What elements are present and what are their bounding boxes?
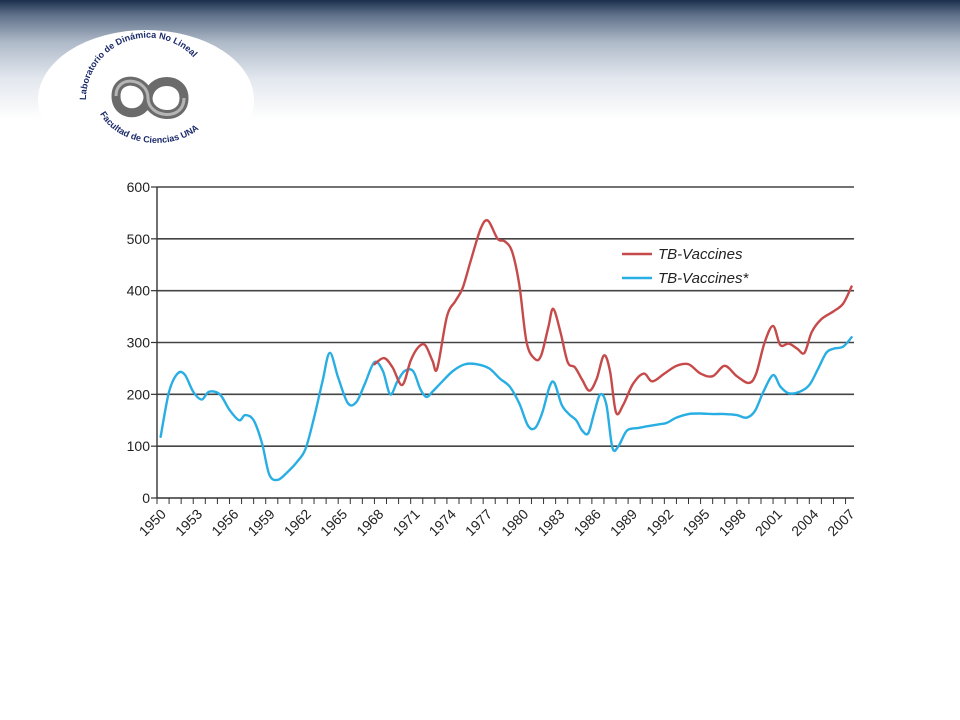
lab-logo: Laboratorio de Dinámica No Lineal Facult… bbox=[34, 10, 254, 170]
x-tick-label: 1950 bbox=[136, 506, 169, 539]
x-tick-label: 1989 bbox=[607, 506, 640, 539]
x-tick-label: 1959 bbox=[244, 506, 277, 539]
x-tick-label: 1971 bbox=[389, 506, 422, 539]
legend-label: TB-Vaccines bbox=[658, 246, 743, 263]
x-tick-label: 1992 bbox=[643, 506, 676, 539]
x-tick-label: 2007 bbox=[824, 506, 857, 539]
x-tick-labels: 1950 1953 1956 1959 1962 1965 1968 1971 1974 1977… bbox=[136, 506, 858, 539]
x-tick-label: 1977 bbox=[462, 506, 495, 539]
x-tick-label: 1983 bbox=[534, 506, 567, 539]
series-lines bbox=[159, 219, 853, 482]
y-tick-labels: 0 100 200 300 400 500 600 bbox=[127, 179, 151, 506]
legend-label: TB-Vaccines* bbox=[658, 270, 749, 287]
series-line-tb-vaccines bbox=[159, 336, 853, 482]
x-tick-label: 1965 bbox=[317, 506, 350, 539]
y-tick-label: 400 bbox=[127, 283, 151, 299]
x-tick-label: 1974 bbox=[426, 506, 459, 539]
legend: TB-Vaccines TB-Vaccines* bbox=[622, 246, 749, 287]
y-tick-label: 200 bbox=[127, 386, 151, 402]
x-tick-label: 1968 bbox=[353, 506, 386, 539]
y-tick-label: 100 bbox=[127, 438, 151, 454]
lab-logo-graphic: Laboratorio de Dinámica No Lineal Facult… bbox=[34, 10, 254, 170]
x-tick-label: 1962 bbox=[281, 506, 314, 539]
x-tick-label: 1998 bbox=[716, 506, 749, 539]
axes bbox=[151, 186, 854, 504]
x-tick-label: 1980 bbox=[498, 506, 531, 539]
x-tick-label: 1986 bbox=[571, 506, 604, 539]
x-tick-label: 2004 bbox=[788, 506, 821, 539]
y-tick-label: 300 bbox=[127, 335, 151, 351]
x-tick-label: 1953 bbox=[172, 506, 205, 539]
infinity-loop-icon bbox=[111, 76, 189, 119]
x-tick-label: 1956 bbox=[208, 506, 241, 539]
y-tick-label: 600 bbox=[127, 179, 151, 195]
series-line-tb-vaccines bbox=[373, 219, 853, 416]
x-tick-label: 2001 bbox=[752, 506, 785, 539]
x-tick-label: 1995 bbox=[679, 506, 712, 539]
y-tick-label: 0 bbox=[142, 490, 150, 506]
grid-lines bbox=[157, 186, 854, 447]
y-tick-label: 500 bbox=[127, 231, 151, 247]
